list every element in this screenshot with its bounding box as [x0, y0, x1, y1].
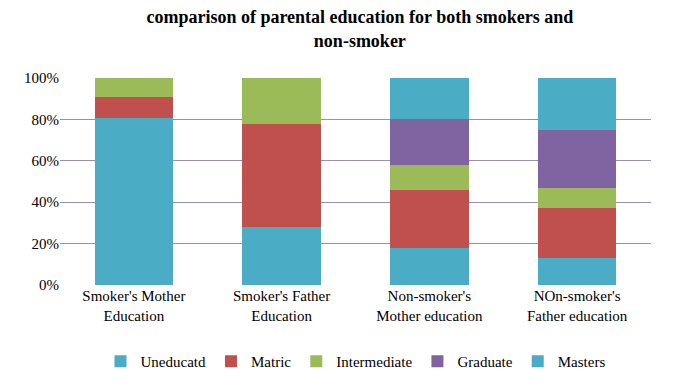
svg-text:40%: 40% — [32, 194, 60, 210]
svg-text:Uneducatd: Uneducatd — [141, 354, 206, 370]
svg-text:Matric: Matric — [251, 354, 291, 370]
svg-text:comparison of parental educati: comparison of parental education for bot… — [146, 7, 573, 50]
svg-text:NOn-smoker'sFather education: NOn-smoker'sFather education — [527, 288, 628, 324]
svg-text:Non-smoker'sMother education: Non-smoker'sMother education — [376, 288, 483, 324]
svg-text:Graduate: Graduate — [457, 354, 512, 370]
svg-text:0%: 0% — [39, 277, 59, 293]
svg-text:Masters: Masters — [558, 354, 606, 370]
svg-text:Intermediate: Intermediate — [336, 354, 412, 370]
svg-text:60%: 60% — [32, 153, 60, 169]
svg-text:Smoker's FatherEducation: Smoker's FatherEducation — [233, 288, 330, 324]
svg-text:80%: 80% — [32, 112, 60, 128]
svg-text:20%: 20% — [32, 236, 60, 252]
svg-text:100%: 100% — [24, 70, 59, 86]
svg-text:Smoker's MotherEducation: Smoker's MotherEducation — [82, 288, 185, 324]
